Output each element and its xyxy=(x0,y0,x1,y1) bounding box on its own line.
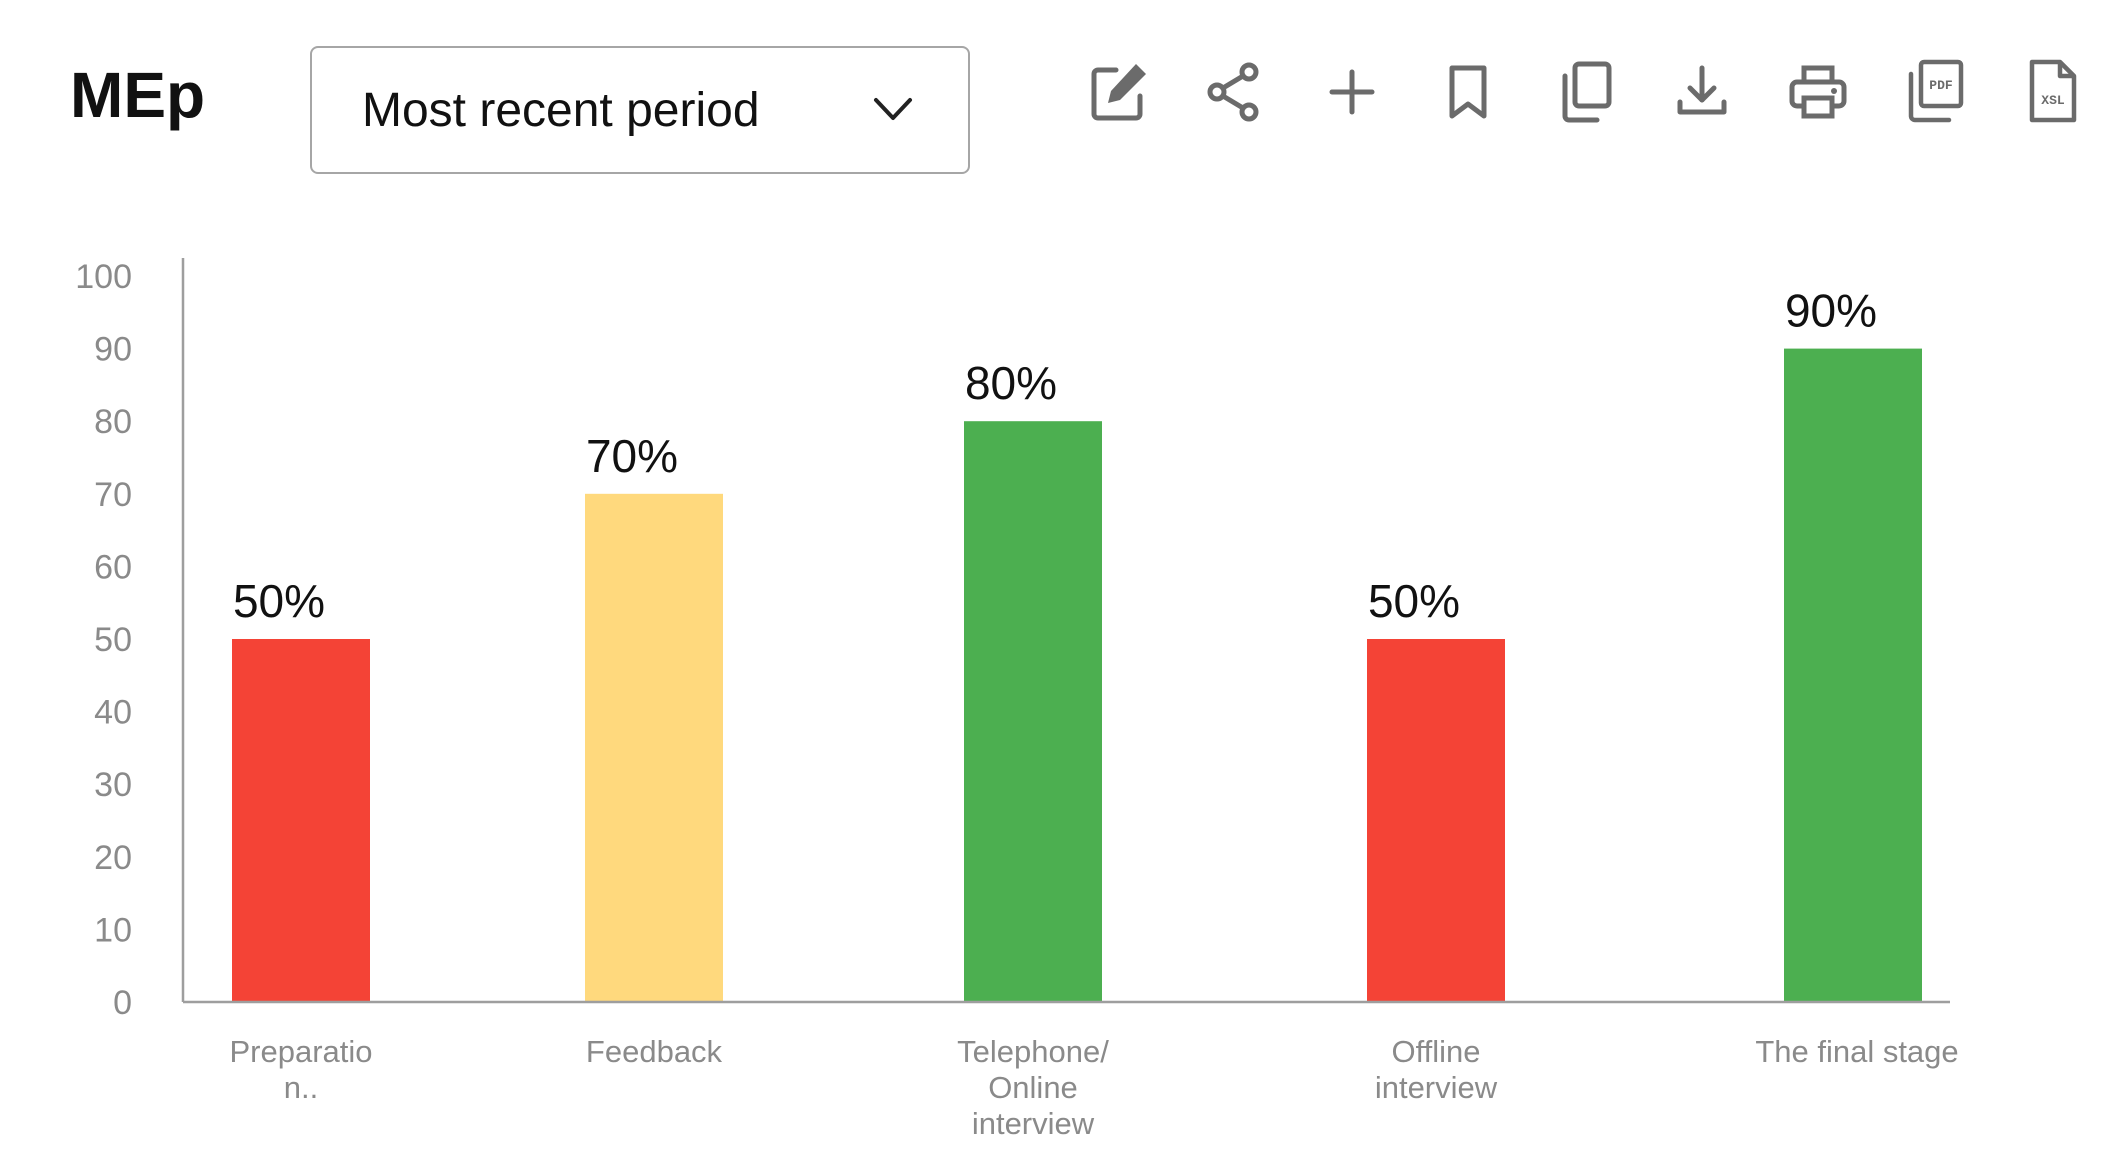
bar-value-label: 90% xyxy=(1785,285,1877,337)
x-category-label-line: Telephone/ xyxy=(957,1034,1109,1069)
bar-value-label: 70% xyxy=(586,430,678,482)
chevron-down-icon xyxy=(874,98,912,120)
bar-value-label: 50% xyxy=(1368,575,1460,627)
y-tick-label: 90 xyxy=(94,331,132,369)
x-category-label-line: The final stage xyxy=(1755,1034,1958,1069)
bar-value-label: 50% xyxy=(233,575,325,627)
period-select-value: Most recent period xyxy=(362,83,760,137)
value-labels: 50% 70% 80% 50% 90% xyxy=(233,285,1877,627)
y-axis: 0 10 20 30 40 50 60 70 80 90 100 xyxy=(75,258,185,1022)
bookmark-icon xyxy=(1449,65,1487,119)
share-button[interactable] xyxy=(1195,52,1275,132)
period-select[interactable]: Most recent period xyxy=(310,46,970,174)
pdf-button[interactable]: PDF xyxy=(1895,52,1975,132)
bar xyxy=(1784,348,1922,1003)
x-category-label-line: Offline xyxy=(1391,1034,1480,1069)
y-tick-label: 20 xyxy=(94,839,132,877)
bar xyxy=(232,639,370,1002)
x-category-label-line: Feedback xyxy=(586,1034,723,1069)
y-tick-label: 30 xyxy=(94,766,132,804)
x-category-label: Telephone/Online interview xyxy=(957,1034,1109,1141)
x-category-label-line: Online xyxy=(988,1070,1078,1105)
add-button[interactable] xyxy=(1312,52,1392,132)
y-tick-label: 10 xyxy=(94,911,132,949)
pdf-icon-text: PDF xyxy=(1929,78,1953,93)
y-tick-label: 100 xyxy=(75,258,132,296)
y-tick-label: 50 xyxy=(94,621,132,659)
download-button[interactable] xyxy=(1662,52,1742,132)
y-tick-label: 0 xyxy=(113,984,132,1022)
x-category-label: The final stage xyxy=(1755,1034,1958,1069)
bar xyxy=(964,421,1102,1002)
y-tick-label: 70 xyxy=(94,476,132,514)
x-category-label: Offline interview xyxy=(1375,1034,1498,1105)
x-category-label-line: interview xyxy=(972,1106,1095,1141)
pdf-icon: PDF xyxy=(1908,59,1964,123)
bar xyxy=(1367,639,1505,1002)
print-icon xyxy=(1789,65,1847,119)
download-icon xyxy=(1677,65,1727,115)
xsl-button[interactable]: XSL xyxy=(2012,52,2092,132)
x-axis: Preparatio n..Feedback Telephone/Online int… xyxy=(183,1000,1959,1141)
copy-button[interactable] xyxy=(1545,52,1625,132)
page-title: MEp xyxy=(70,59,206,131)
bookmark-button[interactable] xyxy=(1428,52,1508,132)
bar xyxy=(585,493,723,1002)
x-category-label-line: n.. xyxy=(284,1070,318,1105)
copy-icon xyxy=(1562,61,1612,123)
x-category-label-line: Preparatio xyxy=(229,1034,372,1069)
print-button[interactable] xyxy=(1778,52,1858,132)
toolbar: PDF XSL xyxy=(1080,52,2080,132)
edit-button[interactable] xyxy=(1080,52,1160,132)
plus-icon xyxy=(1329,69,1375,115)
xsl-icon: XSL xyxy=(2029,59,2077,123)
y-tick-label: 80 xyxy=(94,403,132,441)
x-category-label-line: interview xyxy=(1375,1070,1498,1105)
xsl-icon-text: XSL xyxy=(2041,93,2065,108)
x-category-label: Feedback xyxy=(586,1034,723,1069)
edit-icon xyxy=(1091,64,1146,121)
bars xyxy=(232,348,1922,1003)
y-tick-label: 40 xyxy=(94,694,132,732)
x-category-label: Preparatio n.. xyxy=(229,1034,372,1105)
share-icon xyxy=(1207,62,1259,122)
y-tick-label: 60 xyxy=(94,548,132,586)
bar-value-label: 80% xyxy=(965,357,1057,409)
